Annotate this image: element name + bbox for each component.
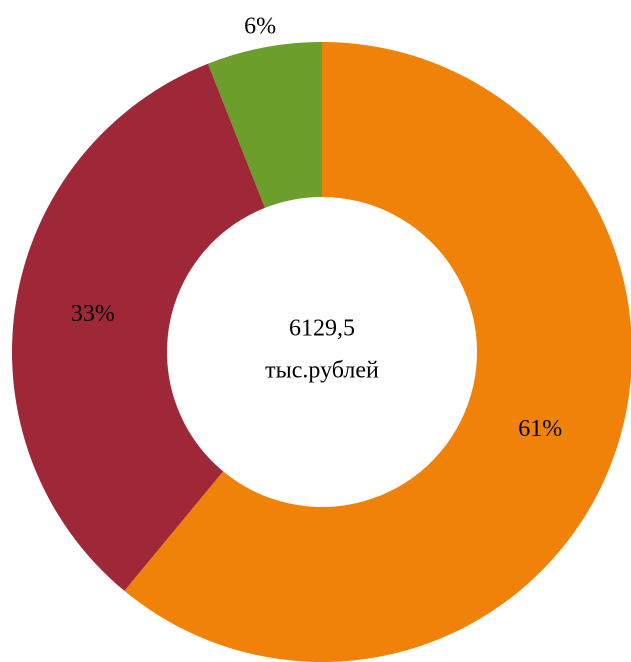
center-value: 6129,5 — [289, 316, 355, 342]
center-unit: тыс.рублей — [265, 358, 379, 384]
data-label: 6% — [244, 13, 276, 39]
data-label: 33% — [71, 301, 115, 327]
donut-segment — [124, 42, 631, 662]
donut-segment — [207, 42, 322, 208]
data-label: 61% — [518, 416, 562, 442]
donut-segment — [11, 63, 265, 591]
